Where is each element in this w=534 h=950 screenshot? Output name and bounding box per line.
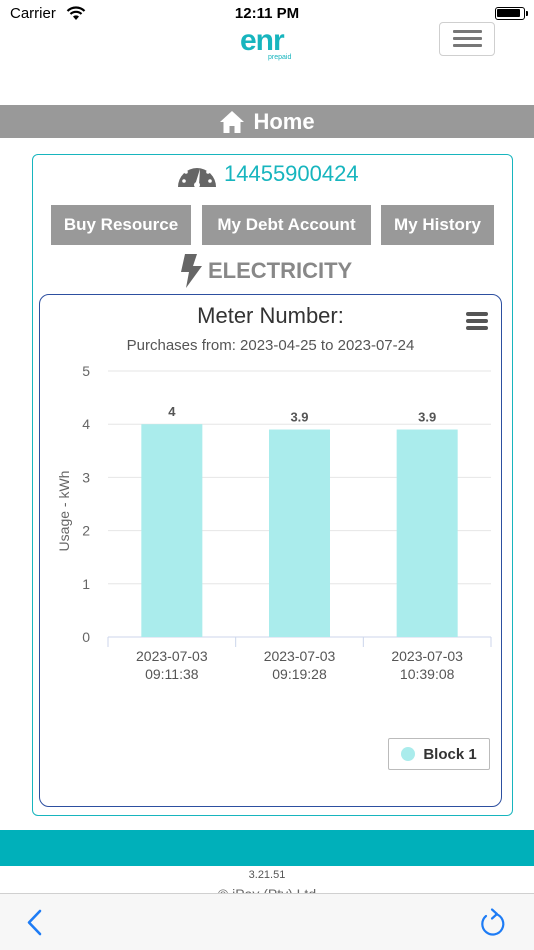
y-tick-label: 1 [82, 576, 90, 592]
my-history-button[interactable]: My History [381, 205, 494, 245]
lightning-icon [181, 254, 202, 288]
browser-toolbar [0, 893, 534, 950]
meter-number: 14455900424 [224, 161, 359, 186]
data-label: 3.9 [290, 410, 308, 425]
x-tick-label: 09:11:38 [145, 666, 199, 682]
app-version: 3.21.51 [248, 869, 286, 881]
wifi-icon [66, 6, 86, 20]
footer-accent-bar [0, 830, 534, 866]
y-tick-label: 5 [82, 363, 90, 379]
clock-time: 12:11 PM [234, 5, 300, 22]
y-tick-label: 0 [82, 629, 90, 645]
carrier-label: Carrier [10, 5, 56, 22]
electricity-section-header: ELECTRICITY [178, 253, 352, 289]
back-arrow-icon[interactable] [24, 908, 46, 938]
y-tick-label: 2 [82, 523, 90, 539]
home-nav-bar[interactable]: Home [0, 105, 534, 138]
refresh-icon[interactable] [478, 907, 508, 939]
menu-icon-line [453, 44, 482, 47]
battery-icon [495, 7, 528, 20]
meter-number-row: 14455900424 [176, 156, 359, 192]
chart-bar [269, 429, 330, 637]
chart-title: Meter Number: [197, 303, 344, 328]
y-tick-label: 3 [82, 469, 90, 485]
home-icon [220, 110, 245, 133]
brand-logo: enr prepaid [238, 24, 302, 64]
menu-icon-line [453, 30, 482, 33]
status-bar: Carrier 12:11 PM [0, 0, 534, 28]
gauge-icon [178, 163, 216, 188]
chart-context-menu-icon[interactable] [466, 312, 488, 330]
menu-icon-line [453, 37, 482, 40]
chart-bar [141, 424, 203, 637]
legend-swatch [401, 747, 416, 761]
main-menu-button[interactable] [439, 22, 495, 56]
y-tick-label: 4 [82, 416, 90, 432]
data-label: 3.9 [418, 410, 436, 425]
x-tick-label: 09:19:28 [272, 666, 327, 682]
x-tick-label: 10:39:08 [400, 666, 455, 682]
logo-text: enr [240, 24, 285, 57]
chart-legend[interactable]: Block 1 [388, 738, 490, 770]
my-debt-account-button[interactable]: My Debt Account [202, 205, 371, 245]
x-tick-label: 2023-07-03 [391, 648, 463, 664]
electricity-label: ELECTRICITY [208, 258, 353, 283]
home-label: Home [253, 108, 315, 134]
x-tick-label: 2023-07-03 [264, 648, 336, 664]
buy-resource-button[interactable]: Buy Resource [51, 205, 191, 245]
legend-label: Block 1 [423, 745, 477, 763]
data-label: 4 [168, 404, 176, 419]
y-axis-title: Usage - kWh [56, 471, 72, 552]
logo-subtext: prepaid [268, 54, 292, 61]
chart-subtitle: Purchases from: 2023-04-25 to 2023-07-24 [126, 337, 415, 354]
chart-bar [396, 429, 458, 637]
x-tick-label: 2023-07-03 [136, 648, 208, 664]
